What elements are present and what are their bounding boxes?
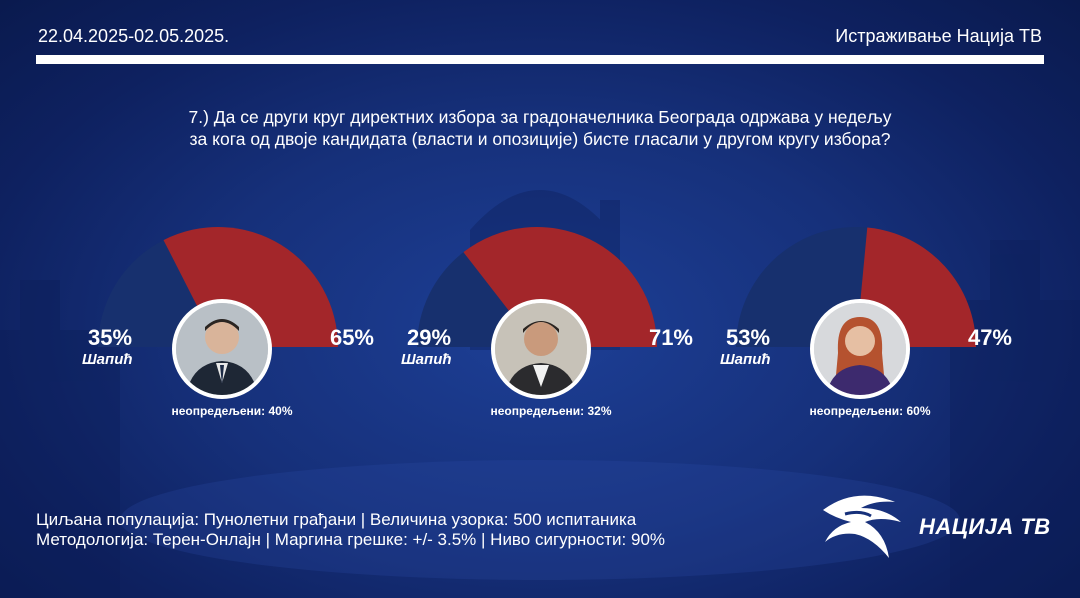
date-range: 22.04.2025-02.05.2025.: [38, 26, 230, 46]
survey-question: 7.) Да се други круг директних избора за…: [110, 106, 970, 150]
header-divider: [36, 55, 1044, 64]
gauge-2-value-opposition: 71%: [648, 325, 693, 350]
footer-line-1: Циљана популација: Пунолетни грађани | В…: [36, 510, 637, 529]
methodology-footer: Циљана популација: Пунолетни грађани | В…: [36, 510, 665, 550]
gauge-3-value-shapic: 53%: [726, 325, 771, 350]
candidate-1-photo: [172, 299, 272, 399]
gauge-3-value-opposition: 47%: [967, 325, 1012, 350]
gauge-1-value-opposition: 65%: [329, 325, 374, 350]
nacija-tv-logo: НАЦИЈА ТВ: [815, 488, 1055, 568]
gauge-2-slice-opposition: [463, 226, 657, 347]
candidate-2-photo: [491, 299, 591, 399]
gauge-2-value-shapic: 29%: [407, 325, 452, 350]
gauge-3-undecided: неопредељени: 60%: [809, 404, 931, 418]
person-3-icon: [814, 303, 906, 395]
person-1-icon: [176, 303, 268, 395]
gauge-1-undecided: неопредељени: 40%: [171, 404, 293, 418]
question-line-2: за кога од двоје кандидата (власти и опо…: [189, 129, 891, 149]
gauge-2-label-shapic: Шапић: [401, 351, 452, 368]
person-2-icon: [495, 303, 587, 395]
survey-source: Истраживање Нација ТВ: [835, 26, 1042, 46]
gauge-chart-1: 35% Шапић 65% неопредељени: 40%: [82, 205, 382, 435]
eagle-icon: [823, 495, 901, 558]
gauge-chart-2: 29% Шапић 71% неопредељени: 32%: [401, 205, 701, 435]
gauge-2-undecided: неопредељени: 32%: [490, 404, 612, 418]
gauge-chart-3: 53% Шапић 47% неопредељени: 60%: [720, 205, 1020, 435]
gauge-3-label-shapic: Шапић: [720, 351, 771, 368]
gauge-1-value-shapic: 35%: [88, 325, 133, 350]
gauge-1-label-shapic: Шапић: [82, 351, 133, 368]
question-line-1: 7.) Да се други круг директних избора за…: [188, 107, 892, 127]
candidate-3-photo: [810, 299, 910, 399]
logo-wordmark: НАЦИЈА ТВ: [919, 514, 1051, 539]
footer-line-2: Методологија: Терен-Онлајн | Маргина гре…: [36, 530, 666, 549]
